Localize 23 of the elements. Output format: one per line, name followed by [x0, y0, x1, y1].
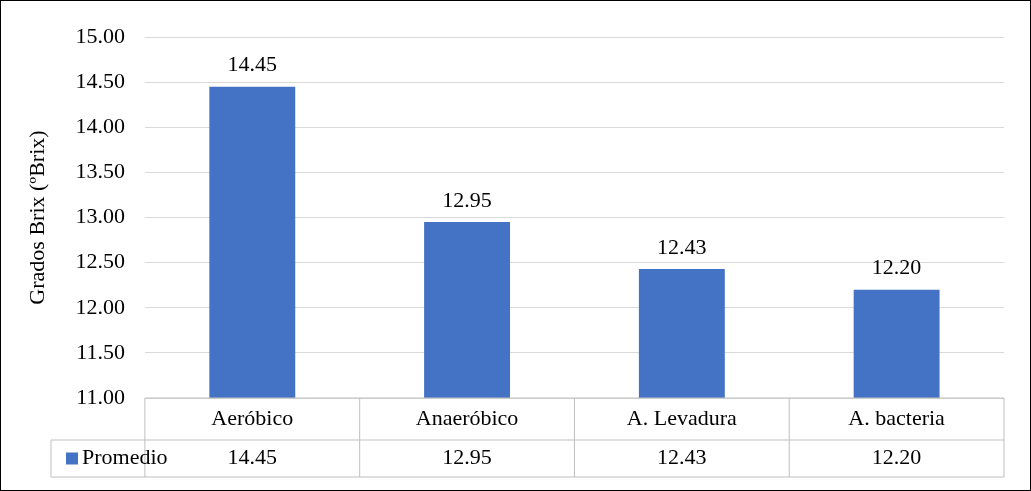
text: 12.20: [871, 254, 922, 280]
data-label: 14.45: [227, 444, 278, 470]
y-tick-label: 12.50: [75, 248, 125, 274]
y-tick-label: 14.00: [75, 113, 125, 139]
x-tick-label: A. Levadura: [626, 404, 738, 430]
text: 14.45: [227, 51, 278, 77]
data-label: 12.43: [657, 444, 707, 470]
y-tick-label: 11.00: [76, 383, 125, 409]
y-tick-label: 13.00: [75, 203, 125, 229]
legend-label: Promedio: [82, 444, 168, 470]
x-tick-label: A. bacteria: [848, 404, 946, 430]
y-tick-label: 14.50: [75, 67, 125, 93]
data-label: 12.20: [871, 444, 922, 470]
text: 12.95: [442, 186, 492, 212]
y-axis-title: Grados Brix (ºBrix): [23, 130, 49, 305]
x-tick-label: Anaeróbico: [415, 404, 519, 430]
text: 12.43: [657, 233, 707, 259]
y-tick-label: 15.00: [75, 22, 125, 48]
x-tick-label: Aeróbico: [211, 404, 294, 430]
y-tick-label: 11.50: [76, 338, 125, 364]
y-tick-label: 13.50: [75, 158, 125, 184]
y-tick-label: 12.00: [75, 293, 125, 319]
data-label: 12.95: [442, 444, 492, 470]
